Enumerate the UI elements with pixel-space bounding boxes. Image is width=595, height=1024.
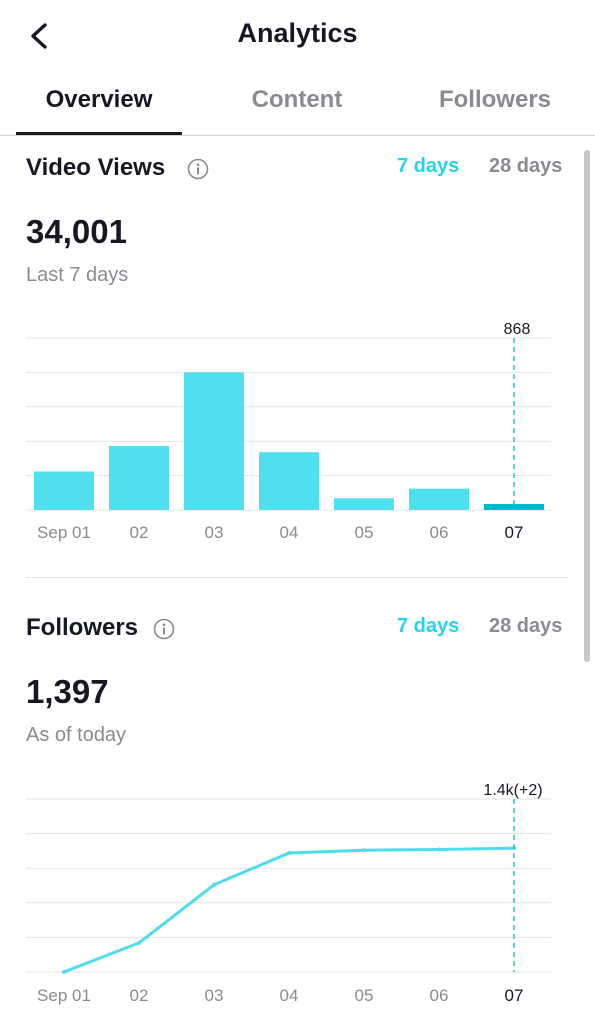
line-point-06[interactable]	[437, 847, 441, 852]
followers-series-line	[62, 846, 516, 974]
tab-bar: Overview Content Followers	[0, 72, 595, 136]
active-tab-underline	[16, 132, 182, 135]
bar-05[interactable]	[334, 498, 394, 510]
line-point-04[interactable]	[287, 850, 291, 855]
line-point-02[interactable]	[137, 940, 141, 945]
x-tick-label: 05	[355, 986, 374, 1005]
info-icon[interactable]	[187, 158, 209, 180]
page-title: Analytics	[237, 18, 358, 48]
bar-03[interactable]	[184, 372, 244, 510]
bar-07[interactable]	[484, 504, 544, 510]
x-tick-label: Sep 01	[37, 986, 91, 1005]
followers-28-days-button[interactable]: 28 days	[489, 615, 563, 637]
line-point-03[interactable]	[212, 882, 216, 887]
bar-sep-01[interactable]	[34, 471, 94, 510]
x-tick-label: 03	[205, 986, 224, 1005]
top-bar: Analytics	[0, 0, 595, 72]
video-views-caption: Last 7 days	[26, 264, 129, 286]
video-views-tooltip: 868	[504, 321, 531, 338]
chevron-left-icon	[31, 23, 47, 49]
x-tick-label: 04	[280, 523, 299, 542]
video-views-total: 34,001	[26, 213, 127, 250]
video-views-bar-chart: 868 Sep 01 02 03 04 05 06 07	[26, 321, 551, 542]
x-tick-label: 07	[505, 986, 524, 1005]
x-tick-label: 02	[130, 986, 149, 1005]
info-icon[interactable]	[153, 618, 175, 640]
followers-line-chart: 1.4k(+2) Sep 01 02 03 04 05 06 07	[26, 782, 551, 1005]
x-tick-label: 06	[430, 523, 449, 542]
back-button[interactable]	[18, 16, 62, 56]
tab-followers[interactable]: Followers	[438, 86, 552, 113]
followers-tooltip: 1.4k(+2)	[483, 782, 542, 799]
x-tick-label: 06	[430, 986, 449, 1005]
video-views-28-days-button[interactable]: 28 days	[489, 155, 563, 177]
x-tick-label: 04	[280, 986, 299, 1005]
followers-title: Followers	[26, 614, 139, 641]
x-tick-label: 07	[505, 523, 524, 542]
x-tick-label: 02	[130, 523, 149, 542]
followers-total: 1,397	[26, 673, 109, 710]
scrollbar[interactable]	[584, 150, 590, 662]
x-tick-label: Sep 01	[37, 523, 91, 542]
bar-06[interactable]	[409, 488, 469, 510]
line-point-sep-01[interactable]	[62, 970, 66, 974]
followers-caption: As of today	[26, 724, 127, 746]
x-tick-label: 03	[205, 523, 224, 542]
followers-7-days-button[interactable]: 7 days	[397, 615, 460, 637]
video-views-7-days-button[interactable]: 7 days	[397, 155, 460, 177]
bar-02[interactable]	[109, 446, 169, 510]
tab-content[interactable]: Content	[251, 86, 343, 113]
bar-04[interactable]	[259, 452, 319, 510]
x-tick-label: 05	[355, 523, 374, 542]
tab-overview[interactable]: Overview	[45, 86, 153, 113]
line-point-05[interactable]	[362, 848, 366, 853]
video-views-title: Video Views	[26, 154, 166, 181]
section-divider	[26, 577, 569, 578]
